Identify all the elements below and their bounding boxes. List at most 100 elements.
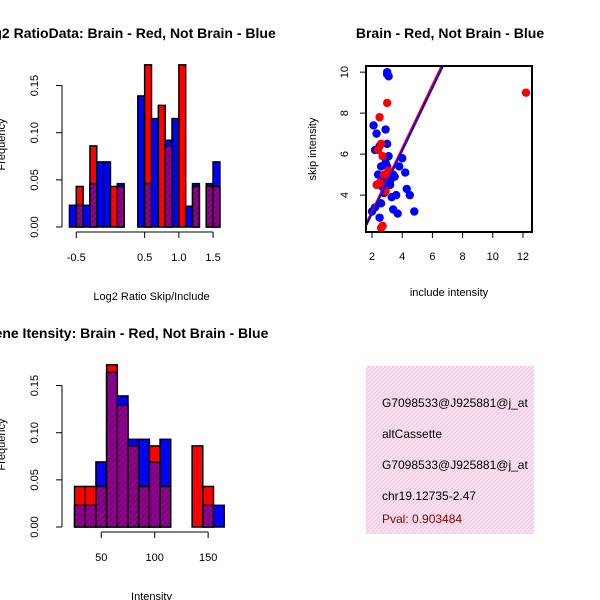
- x-tick-label: 6: [429, 251, 435, 263]
- scatter-point: [372, 129, 381, 138]
- y-tick-label: 0.05: [29, 169, 41, 190]
- hatch-line: [421, 421, 534, 534]
- x-tick-label: 10: [487, 251, 499, 263]
- hatch-line: [433, 433, 534, 534]
- histogram-overlap-bar: [148, 461, 161, 528]
- hatch-line: [393, 393, 534, 534]
- hatch-line: [413, 413, 534, 534]
- hatch-line: [409, 409, 534, 534]
- hatch-line: [485, 485, 534, 534]
- scatter-point: [521, 88, 531, 97]
- y-tick-label: 6: [339, 151, 351, 157]
- histogram-bar: [150, 117, 160, 228]
- info-panel: [366, 366, 534, 534]
- chart-title: Gene Itensity: Brain - Red, Not Brain - …: [0, 325, 269, 341]
- y-tick-label: 0.15: [29, 75, 41, 96]
- scatter-point: [410, 207, 419, 216]
- scatter-point: [375, 178, 384, 188]
- hatch-line: [501, 501, 534, 534]
- histogram-bar: [184, 205, 194, 228]
- hatch-line: [389, 389, 534, 534]
- x-tick-label: 50: [95, 552, 107, 564]
- x-tick-label: 8: [460, 251, 466, 263]
- hatch-line: [401, 401, 534, 534]
- scatter-point: [384, 151, 393, 161]
- y-tick-label: 0.05: [29, 469, 41, 490]
- intensity-scatterplot: 2 4 6 8 10 12 4 6 8 10 Brain - Red, Not Brain - Bl…: [307, 25, 544, 299]
- x-tick-label: 1.0: [171, 252, 186, 264]
- scatter-point: [378, 151, 387, 161]
- scatter-point: [391, 190, 401, 200]
- histogram-overlap-bar: [205, 185, 214, 228]
- histogram-overlap-bar: [164, 145, 173, 228]
- hatch-line: [366, 366, 423, 423]
- hatch-line: [425, 425, 534, 534]
- info-pvalue: Pval: 0.903484: [382, 512, 463, 526]
- hatch-line: [366, 366, 503, 503]
- histogram-overlap-bar: [116, 404, 129, 528]
- hatch-line: [477, 477, 534, 534]
- scatter-point: [373, 170, 383, 179]
- scatter-point: [401, 168, 410, 177]
- histogram-bar: [82, 204, 91, 228]
- scatter-point: [376, 199, 386, 208]
- hatch-line: [489, 489, 534, 534]
- hatch-line: [449, 449, 534, 534]
- histogram-bar: [178, 64, 187, 228]
- hatch-line: [366, 366, 427, 427]
- hatch-line: [481, 481, 534, 534]
- histogram-overlap-bar: [143, 182, 153, 228]
- scatter-point: [382, 139, 392, 149]
- y-tick-label: 4: [339, 192, 351, 198]
- histogram-overlap-bar: [202, 504, 215, 528]
- scatter-point: [405, 190, 414, 200]
- y-tick-label: 0.10: [29, 122, 41, 143]
- hatch-line: [429, 429, 534, 534]
- histogram-bar: [68, 204, 78, 228]
- x-tick-label: -0.5: [67, 252, 86, 264]
- hatch-line: [441, 441, 534, 534]
- info-probe-id-2: G7098533@J925881@j_at: [382, 458, 528, 472]
- ratio-histogram: 0.00 0.05 0.10 0.15 -0.5 0.5 1.0 1.5 Log2 RatioD…: [0, 25, 276, 303]
- info-location: chr19.12735-2.47: [382, 489, 477, 503]
- hatch-line: [366, 366, 519, 519]
- hatch-line: [366, 366, 419, 419]
- hatch-line: [366, 366, 463, 463]
- hatch-line: [366, 366, 399, 399]
- histogram-bar: [96, 161, 105, 228]
- scatter-point: [384, 72, 393, 81]
- info-panel-background: [366, 366, 534, 534]
- histogram-overlap-bar: [84, 504, 97, 528]
- hatch-line: [366, 366, 455, 455]
- hatch-line: [469, 469, 534, 534]
- scatter-point: [393, 209, 402, 218]
- x-tick-label: 100: [146, 552, 164, 564]
- regression-line: [366, 66, 444, 227]
- x-axis-label: Log2 Ratio Skip/Include: [93, 291, 209, 303]
- scatter-point: [375, 213, 384, 222]
- hatch-line: [366, 366, 483, 483]
- x-tick-label: 12: [517, 251, 529, 263]
- histogram-overlap-bar: [105, 371, 119, 528]
- hatch-line: [465, 465, 534, 534]
- histogram-overlap-bar: [73, 504, 86, 528]
- x-tick-label: 0.5: [137, 252, 152, 264]
- y-tick-label: 0.10: [29, 422, 41, 443]
- hatch-line: [366, 366, 527, 527]
- info-probe-id: G7098533@J925881@j_at: [382, 396, 528, 410]
- hatch-line: [366, 366, 411, 411]
- hatch-line: [366, 366, 431, 431]
- scatter-point: [395, 162, 404, 171]
- chart-title: Log2 RatioData: Brain - Red, Not Brain -…: [0, 25, 276, 41]
- hatch-line: [377, 377, 534, 534]
- histogram-overlap-bar: [137, 485, 151, 528]
- scatter-plot-area: [366, 66, 531, 232]
- hatch-line: [366, 366, 459, 459]
- histogram-overlap-bar: [127, 445, 140, 528]
- hatch-line: [366, 366, 523, 523]
- info-event-type: altCassette: [382, 427, 443, 441]
- histogram-overlap-bar: [212, 185, 221, 228]
- hatch-line: [397, 397, 534, 534]
- hatch-line: [366, 366, 415, 415]
